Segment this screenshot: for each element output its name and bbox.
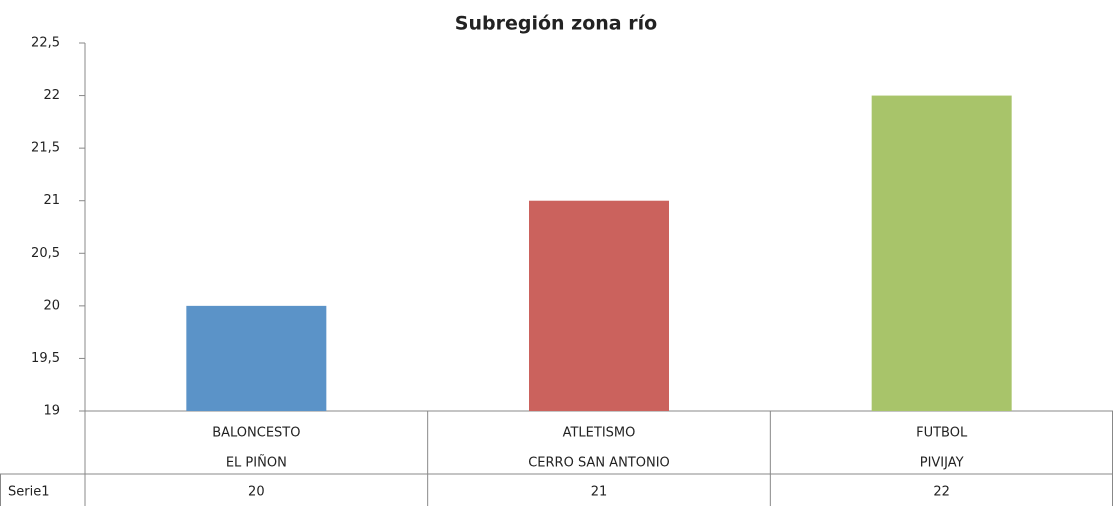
bar: [186, 305, 327, 411]
legend-label: Serie1: [8, 485, 49, 500]
x-tick-label: CERRO SAN ANTONIO: [528, 456, 670, 471]
y-tick-label: 20,5: [31, 246, 60, 261]
data-table-value: 22: [933, 485, 950, 500]
y-tick-label: 19: [43, 404, 60, 419]
data-table-value: 20: [248, 485, 265, 500]
bar: [871, 95, 1012, 412]
x-tick-label: EL PIÑON: [226, 455, 287, 471]
chart-title: Subregión zona río: [455, 13, 657, 35]
y-tick-label: 22,5: [31, 36, 60, 51]
bar: [529, 200, 669, 411]
x-tick-label: FUTBOL: [916, 426, 968, 441]
y-tick-label: 19,5: [31, 351, 60, 366]
y-tick-label: 22: [43, 88, 60, 103]
x-tick-label: PIVIJAY: [920, 456, 964, 471]
x-tick-label: BALONCESTO: [212, 426, 300, 441]
x-tick-label: ATLETISMO: [563, 426, 636, 441]
y-tick-label: 21: [43, 193, 60, 208]
data-table-value: 21: [591, 485, 608, 500]
y-tick-label: 21,5: [31, 141, 60, 156]
y-tick-label: 20: [43, 298, 60, 313]
